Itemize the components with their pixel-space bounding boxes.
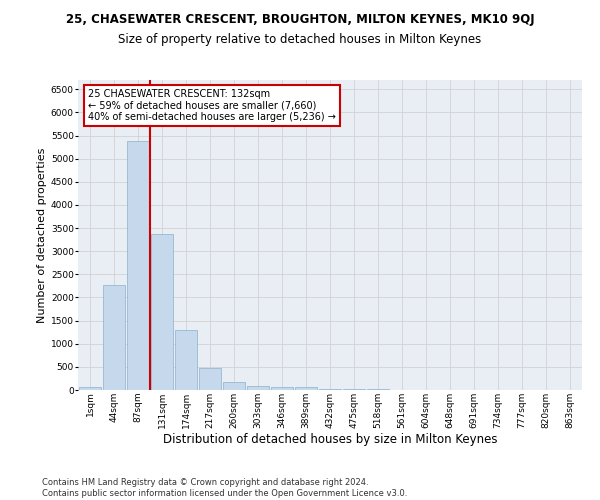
Text: 25 CHASEWATER CRESCENT: 132sqm
← 59% of detached houses are smaller (7,660)
40% : 25 CHASEWATER CRESCENT: 132sqm ← 59% of … — [88, 90, 336, 122]
Text: Contains HM Land Registry data © Crown copyright and database right 2024.
Contai: Contains HM Land Registry data © Crown c… — [42, 478, 407, 498]
Bar — [223, 382, 245, 390]
Text: 25, CHASEWATER CRESCENT, BROUGHTON, MILTON KEYNES, MK10 9QJ: 25, CHASEWATER CRESCENT, BROUGHTON, MILT… — [65, 12, 535, 26]
Bar — [175, 330, 197, 390]
Bar — [295, 388, 317, 390]
Bar — [151, 234, 173, 390]
X-axis label: Distribution of detached houses by size in Milton Keynes: Distribution of detached houses by size … — [163, 434, 497, 446]
Bar — [103, 285, 125, 390]
Bar — [79, 386, 101, 390]
Bar — [319, 388, 341, 390]
Y-axis label: Number of detached properties: Number of detached properties — [37, 148, 47, 322]
Bar — [247, 386, 269, 390]
Bar — [343, 389, 365, 390]
Text: Size of property relative to detached houses in Milton Keynes: Size of property relative to detached ho… — [118, 32, 482, 46]
Bar — [271, 386, 293, 390]
Bar — [199, 368, 221, 390]
Bar — [127, 141, 149, 390]
